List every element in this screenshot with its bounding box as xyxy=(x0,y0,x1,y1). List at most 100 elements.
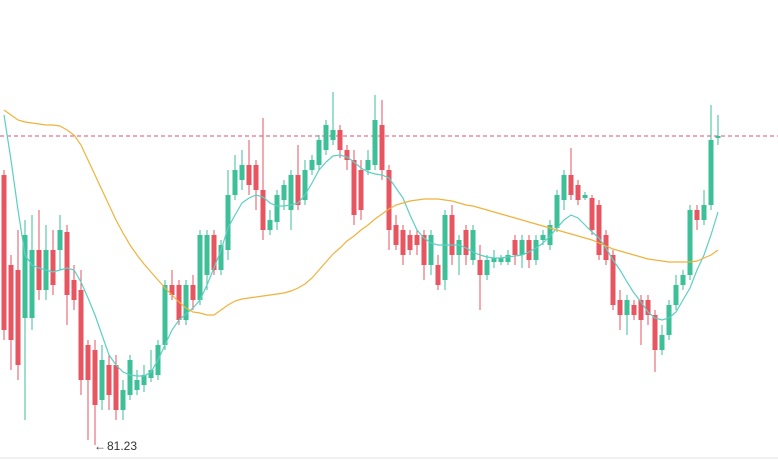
candle-body xyxy=(330,130,336,140)
candle-body xyxy=(554,195,560,228)
candle-body xyxy=(29,250,35,318)
candle-body xyxy=(484,260,490,275)
candle-body xyxy=(316,140,322,165)
candle-body xyxy=(687,210,693,275)
candle-body xyxy=(428,235,434,265)
candle-body xyxy=(414,235,420,245)
candle-body xyxy=(302,170,308,200)
candle-body xyxy=(113,365,119,410)
candle-body xyxy=(673,285,679,305)
candle-body xyxy=(631,305,637,315)
candle-body xyxy=(183,285,189,320)
candle-body xyxy=(526,240,532,260)
candle-body xyxy=(449,215,455,255)
candle-body xyxy=(393,225,399,245)
candle-body xyxy=(239,165,245,180)
candle-body xyxy=(624,300,630,315)
candle-body xyxy=(99,360,105,400)
candle-body xyxy=(309,160,315,170)
candle-body xyxy=(57,230,63,250)
candle-body xyxy=(15,270,21,365)
candle-body xyxy=(323,125,329,150)
candle-body xyxy=(50,250,56,285)
candle-body xyxy=(610,255,616,305)
candle-body xyxy=(78,290,84,380)
candle-body xyxy=(92,350,98,405)
candle-body xyxy=(260,190,266,230)
candle-body xyxy=(141,375,147,385)
candle-body xyxy=(372,120,378,165)
candle-body xyxy=(1,175,7,330)
candle-body xyxy=(645,300,651,315)
candle-body xyxy=(547,225,553,245)
candle-body xyxy=(666,305,672,335)
candle-body xyxy=(281,185,287,200)
candle-body xyxy=(470,230,476,260)
candle-body xyxy=(519,240,525,255)
low-marker-arrow: ← xyxy=(94,439,106,453)
candle-body xyxy=(337,130,343,150)
candle-body xyxy=(274,195,280,222)
candle-body xyxy=(190,285,196,300)
candle-body xyxy=(652,315,658,350)
candle-body xyxy=(400,230,406,255)
candle-body xyxy=(120,390,126,410)
candle-body xyxy=(197,235,203,300)
candle-body xyxy=(351,160,357,215)
candle-body xyxy=(8,265,14,340)
candle-body xyxy=(708,140,714,205)
candle-body xyxy=(561,175,567,200)
candle-body xyxy=(456,240,462,255)
candle-body xyxy=(442,215,448,280)
candle-body xyxy=(463,230,469,255)
candle-body xyxy=(36,250,42,290)
candle-body xyxy=(589,198,595,230)
candle-body xyxy=(232,170,238,195)
low-marker-label: 81.23 xyxy=(107,439,137,453)
candle-body xyxy=(169,285,175,295)
candle-body xyxy=(71,280,77,300)
candle-body xyxy=(407,235,413,250)
candle-body xyxy=(295,175,301,205)
candle-body xyxy=(386,170,392,230)
candle-body xyxy=(701,205,707,220)
candle-body xyxy=(127,360,133,395)
candle-body xyxy=(596,205,602,255)
candle-body xyxy=(568,175,574,195)
candle-body xyxy=(85,345,91,380)
candle-body xyxy=(106,365,112,395)
candle-body xyxy=(533,240,539,260)
candle-body xyxy=(575,185,581,200)
candle-body xyxy=(379,125,385,170)
candle-body xyxy=(344,150,350,160)
candle-body xyxy=(694,210,700,220)
candle-body xyxy=(162,285,168,345)
moving-average-line xyxy=(3,109,719,316)
candle-body xyxy=(267,220,273,230)
candle-body xyxy=(204,235,210,275)
candle-body xyxy=(211,235,217,270)
candle-body xyxy=(582,195,588,198)
candle-body xyxy=(617,300,623,315)
candle-body xyxy=(491,258,497,262)
candle-body xyxy=(512,240,518,255)
candle-body xyxy=(540,235,546,240)
candle-body xyxy=(680,275,686,285)
candle-body xyxy=(435,265,441,285)
candle-body xyxy=(225,195,231,250)
candle-body xyxy=(659,335,665,350)
candle-body xyxy=(498,258,504,262)
candle-body xyxy=(358,170,364,210)
moving-average-line xyxy=(3,114,719,377)
candle-body xyxy=(715,136,721,138)
candle-body xyxy=(365,160,371,170)
candle-body xyxy=(64,232,70,295)
candle-body xyxy=(288,175,294,210)
candle-body xyxy=(477,260,483,275)
candle-body xyxy=(134,380,140,390)
candle-body xyxy=(421,235,427,265)
candle-body xyxy=(218,245,224,270)
candle-body xyxy=(148,370,154,378)
candle-body xyxy=(22,235,28,318)
